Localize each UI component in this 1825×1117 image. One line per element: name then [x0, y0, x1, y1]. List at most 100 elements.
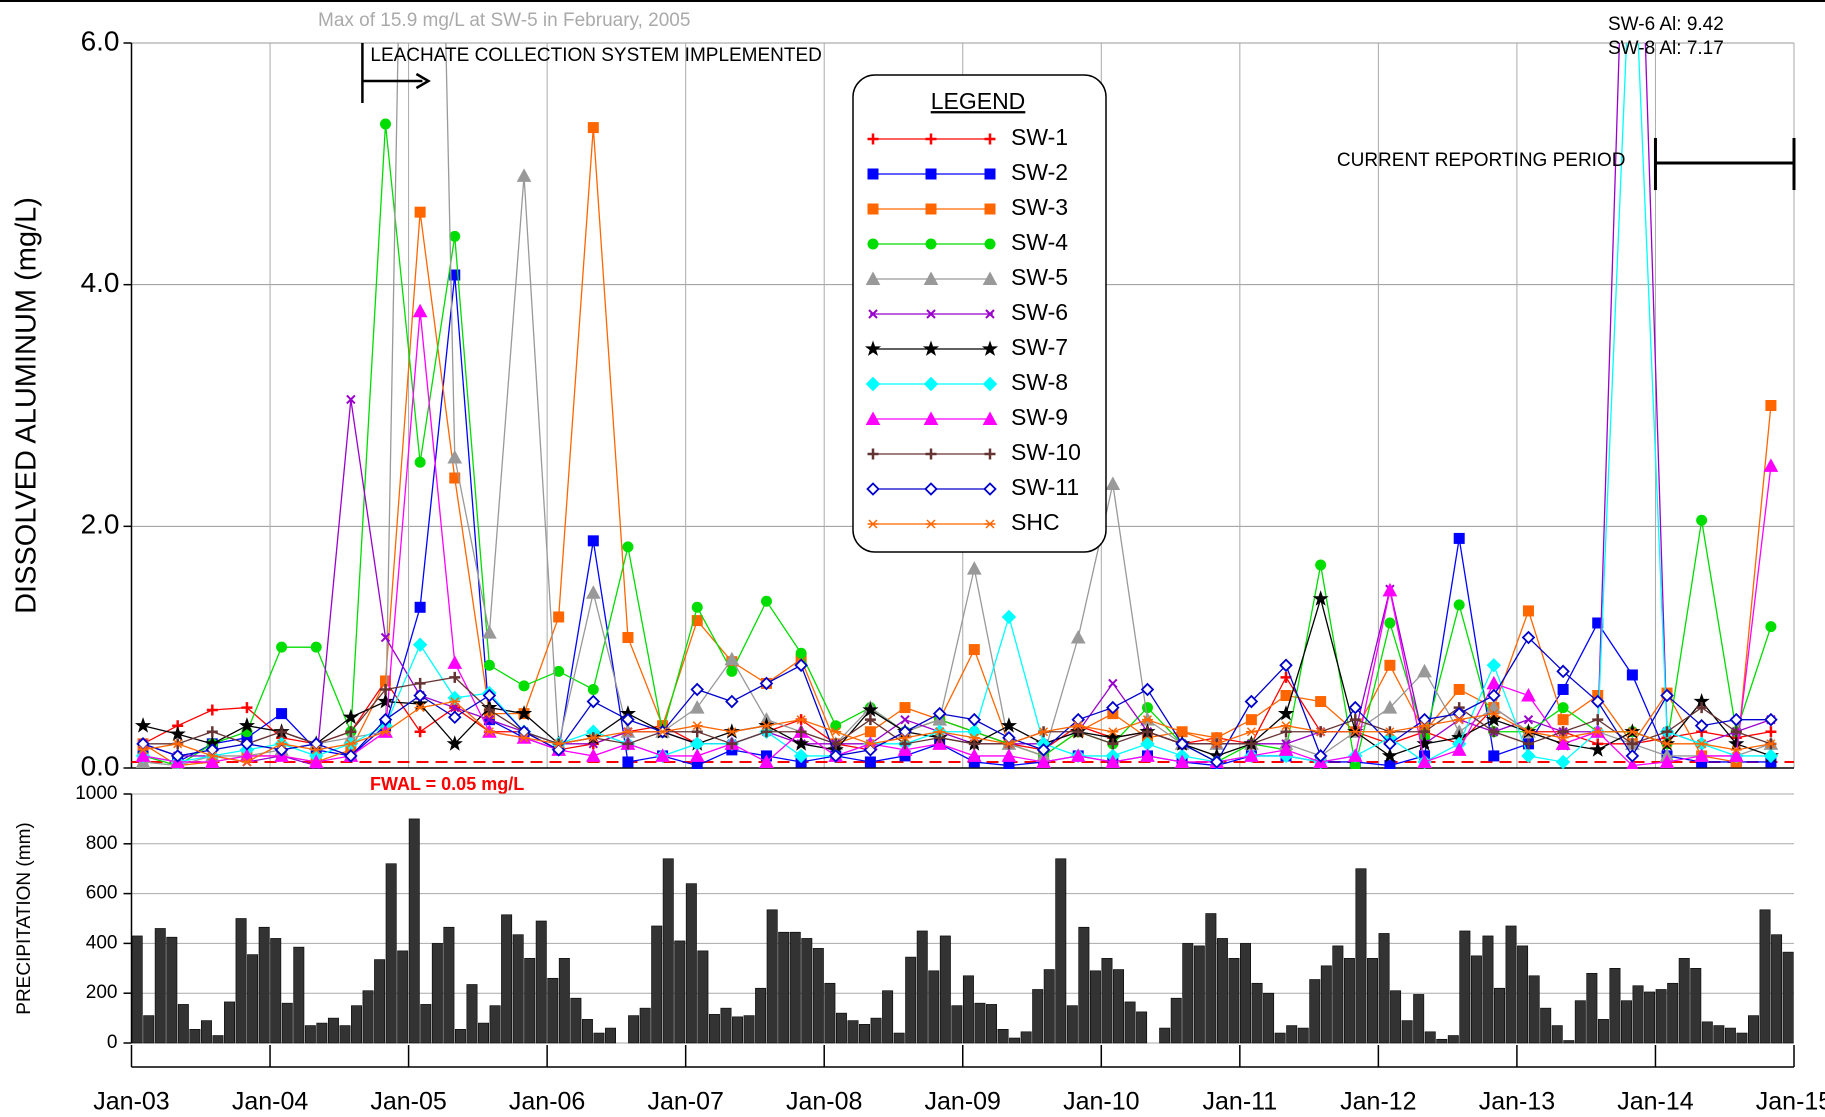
marker: [1626, 738, 1638, 750]
bar: [1771, 934, 1783, 1044]
marker: [691, 601, 703, 613]
marker: [447, 710, 462, 725]
legend-marker: [984, 133, 996, 145]
marker: [449, 269, 461, 281]
marker: [967, 712, 982, 727]
marker: [1764, 712, 1778, 727]
marker: [760, 595, 772, 607]
bar: [1401, 1020, 1413, 1044]
legend-marker: [982, 271, 998, 285]
marker: [1244, 748, 1259, 762]
marker: [1728, 735, 1745, 751]
marker: [518, 680, 530, 692]
bar: [1205, 913, 1217, 1044]
legend-label: SW-8: [1011, 369, 1068, 395]
reporting-label: CURRENT REPORTING PERIOD: [1337, 150, 1626, 171]
bar: [1597, 1019, 1609, 1044]
bar: [374, 959, 386, 1044]
bar: [143, 1015, 155, 1044]
marker: [830, 720, 842, 732]
marker: [1382, 700, 1398, 714]
bar: [962, 975, 974, 1044]
bar: [397, 950, 409, 1044]
marker: [1349, 760, 1361, 769]
marker: [795, 715, 807, 725]
bar: [708, 1014, 720, 1044]
bar: [685, 883, 697, 1044]
bar: [1713, 1025, 1725, 1044]
marker: [1279, 658, 1293, 673]
marker: [206, 751, 218, 761]
marker: [342, 708, 359, 725]
marker: [689, 748, 705, 762]
legend-marker: [868, 309, 878, 319]
y-tick-label: 6.0: [81, 25, 120, 56]
bar: [1320, 965, 1332, 1044]
bar: [801, 938, 813, 1044]
legend-marker: [984, 203, 996, 215]
bar: [916, 930, 928, 1044]
sw8-note: SW-8 Al: 7.17: [1608, 38, 1724, 59]
marker: [759, 676, 774, 691]
marker: [934, 727, 946, 737]
bar: [1470, 955, 1482, 1044]
bar: [1089, 970, 1101, 1044]
series-line: [142, 123, 1772, 767]
bar: [1297, 1027, 1309, 1044]
marker: [1280, 690, 1292, 701]
leachate-arrowhead: [415, 72, 431, 90]
legend-marker: [984, 238, 996, 250]
marker: [553, 665, 565, 677]
marker: [691, 721, 703, 731]
marker: [447, 655, 463, 669]
bar: [651, 925, 663, 1044]
marker: [135, 748, 151, 762]
marker: [1592, 617, 1604, 629]
bar: [1343, 958, 1355, 1044]
marker: [1485, 711, 1502, 727]
marker: [1280, 721, 1292, 731]
marker: [586, 694, 601, 709]
marker: [622, 727, 634, 737]
marker: [690, 682, 704, 697]
marker: [1381, 747, 1399, 763]
bar: [835, 1012, 847, 1044]
marker: [864, 739, 876, 749]
marker: [1592, 714, 1604, 726]
fwal-label: FWAL = 0.05 mg/L: [370, 774, 524, 794]
x-tick-label: Jan-12: [1340, 1088, 1416, 1116]
legend-marker: [865, 376, 881, 392]
bar: [454, 1029, 466, 1044]
marker: [1108, 678, 1118, 689]
marker: [1419, 721, 1431, 731]
marker: [241, 757, 253, 767]
bar: [443, 926, 455, 1044]
legend-title: LEGEND: [931, 88, 1026, 114]
marker: [449, 230, 461, 242]
marker: [862, 701, 879, 717]
marker: [726, 738, 738, 750]
series-line: [142, 43, 1772, 767]
marker: [1277, 705, 1295, 721]
x-tick-label: Jan-11: [1203, 1088, 1278, 1116]
aluminum-panel: 0.0 2.0 4.0 6.0 DISSOLVED ALUMINUM (mg/L) FWA…: [11, 10, 1825, 1116]
legend-label: SW-9: [1011, 404, 1068, 430]
marker: [622, 632, 634, 643]
bar: [1447, 1035, 1459, 1044]
marker: [483, 727, 495, 737]
marker: [587, 683, 599, 695]
marker: [793, 735, 810, 751]
marker: [1209, 755, 1224, 769]
marker: [900, 714, 910, 725]
bar: [1390, 990, 1402, 1044]
marker: [899, 733, 911, 743]
marker: [379, 118, 391, 130]
marker: [308, 754, 324, 768]
bar: [1482, 935, 1494, 1044]
marker: [864, 756, 876, 768]
marker: [1036, 754, 1051, 768]
bar: [1528, 975, 1540, 1044]
bar: [859, 1024, 870, 1044]
marker: [1140, 748, 1155, 762]
marker: [1278, 742, 1294, 756]
